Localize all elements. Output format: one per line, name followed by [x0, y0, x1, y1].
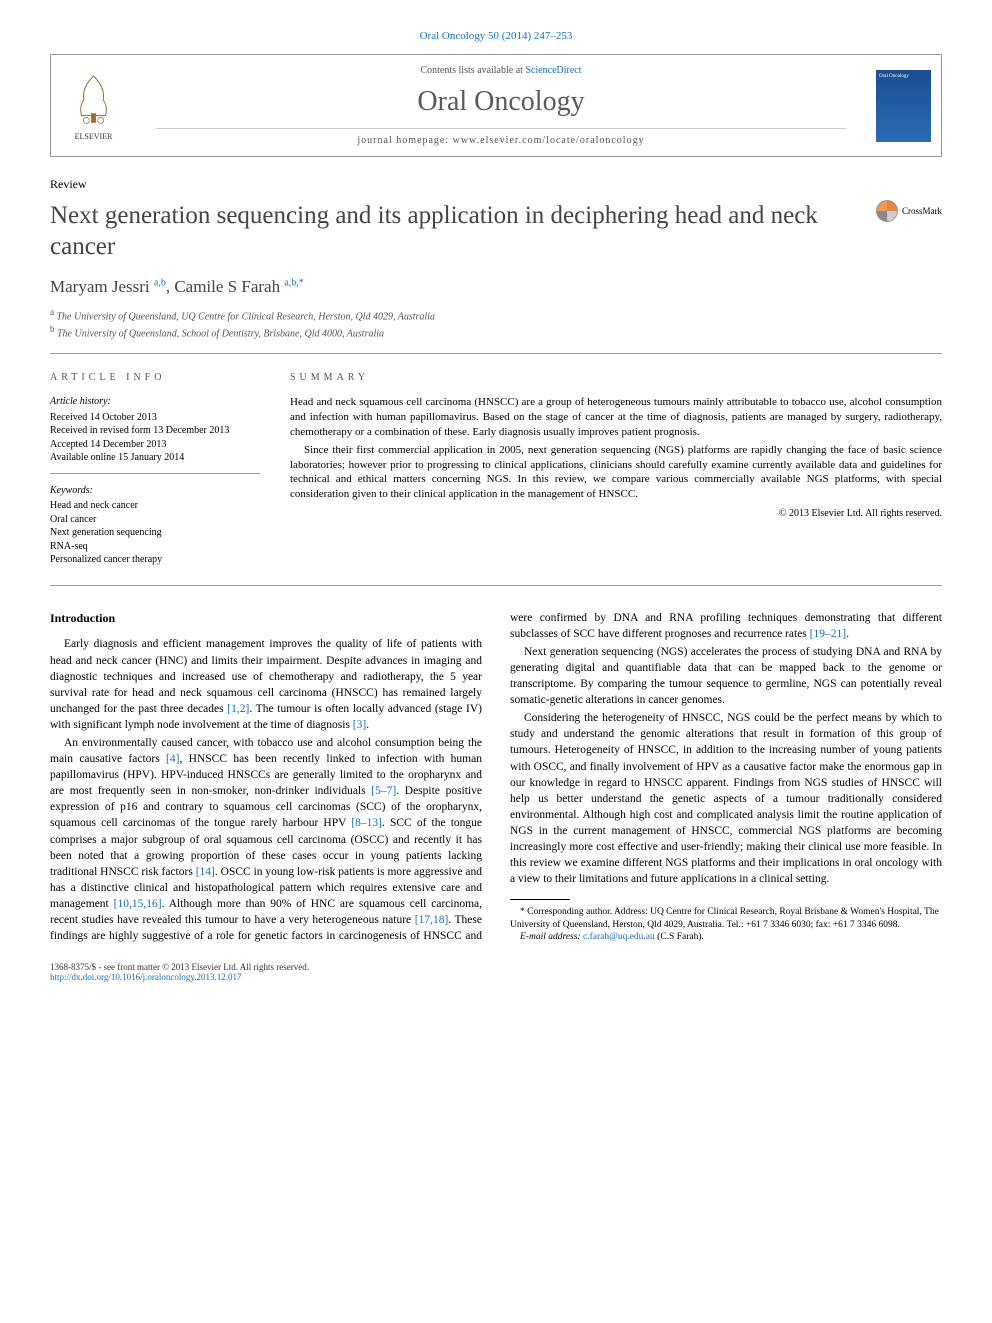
ref-10-15-16[interactable]: [10,15,16] [114, 898, 162, 910]
page-footer: 1368-8375/$ - see front matter © 2013 El… [50, 962, 942, 982]
email-line: E-mail address: c.farah@uq.edu.au (C.S F… [510, 931, 942, 943]
email-label: E-mail address: [520, 932, 583, 942]
journal-name: Oral Oncology [136, 86, 866, 118]
homepage-prefix: journal homepage: [357, 135, 452, 146]
article-info-heading: ARTICLE INFO [50, 372, 260, 383]
journal-citation: Oral Oncology 50 (2014) 247–253 [50, 30, 942, 42]
tree-icon [66, 70, 121, 130]
sciencedirect-link[interactable]: ScienceDirect [525, 65, 581, 76]
article-type: Review [50, 177, 942, 192]
contents-prefix: Contents lists available at [420, 65, 525, 76]
authors: Maryam Jessri a,b, Camile S Farah a,b,* [50, 277, 942, 297]
author-1: Maryam Jessri [50, 277, 150, 296]
contents-available: Contents lists available at ScienceDirec… [136, 65, 866, 76]
footnotes: * Corresponding author. Address: UQ Cent… [510, 906, 942, 943]
elsevier-logo: ELSEVIER [51, 55, 136, 156]
ref-14[interactable]: [14] [196, 866, 215, 878]
author-2-affil: a,b,* [284, 277, 303, 288]
history-accepted: Accepted 14 December 2013 [50, 438, 260, 452]
journal-header: ELSEVIER Contents lists available at Sci… [50, 54, 942, 157]
summary: SUMMARY Head and neck squamous cell carc… [290, 372, 942, 567]
introduction-heading: Introduction [50, 610, 482, 627]
crossmark-icon [876, 200, 898, 222]
history-received: Received 14 October 2013 [50, 411, 260, 425]
keyword-3: Next generation sequencing [50, 526, 260, 540]
author-1-affil: a,b [154, 277, 166, 288]
body-p4: Considering the heterogeneity of HNSCC, … [510, 710, 942, 887]
history-online: Available online 15 January 2014 [50, 451, 260, 465]
keywords-heading: Keywords: [50, 484, 260, 498]
affiliation-b: The University of Queensland, School of … [57, 328, 384, 339]
affiliations: a The University of Queensland, UQ Centr… [50, 307, 942, 355]
ref-4[interactable]: [4] [166, 753, 179, 765]
body-p1: Early diagnosis and efficient management… [50, 636, 482, 733]
summary-p1: Head and neck squamous cell carcinoma (H… [290, 395, 942, 440]
issn-line: 1368-8375/$ - see front matter © 2013 El… [50, 962, 309, 972]
ref-17-18[interactable]: [17,18] [415, 914, 449, 926]
corresponding-author: * Corresponding author. Address: UQ Cent… [510, 906, 942, 931]
ref-19-21[interactable]: [19–21] [810, 628, 846, 640]
ref-1-2[interactable]: [1,2] [227, 703, 249, 715]
ref-8-13[interactable]: [8–13] [351, 817, 382, 829]
email-link[interactable]: c.farah@uq.edu.au [583, 932, 655, 942]
article-info: ARTICLE INFO Article history: Received 1… [50, 372, 260, 567]
author-2: Camile S Farah [174, 277, 280, 296]
body-p3: Next generation sequencing (NGS) acceler… [510, 644, 942, 708]
crossmark-badge[interactable]: CrossMark [876, 200, 942, 222]
article-body: Introduction Early diagnosis and efficie… [50, 610, 942, 945]
affil-sup-b: b [50, 324, 55, 334]
affil-sup-a: a [50, 307, 54, 317]
email-suffix: (C.S Farah). [655, 932, 704, 942]
summary-p2: Since their first commercial application… [290, 443, 942, 502]
summary-copyright: © 2013 Elsevier Ltd. All rights reserved… [290, 508, 942, 519]
ref-5-7[interactable]: [5–7] [371, 785, 396, 797]
keyword-5: Personalized cancer therapy [50, 553, 260, 567]
history-revised: Received in revised form 13 December 201… [50, 424, 260, 438]
history-heading: Article history: [50, 395, 260, 409]
summary-heading: SUMMARY [290, 372, 942, 383]
keyword-1: Head and neck cancer [50, 499, 260, 513]
homepage-url[interactable]: www.elsevier.com/locate/oraloncology [453, 135, 645, 146]
crossmark-label: CrossMark [902, 206, 942, 216]
doi-link[interactable]: http://dx.doi.org/10.1016/j.oraloncology… [50, 972, 309, 982]
journal-cover [866, 55, 941, 156]
keyword-2: Oral cancer [50, 513, 260, 527]
keyword-4: RNA-seq [50, 540, 260, 554]
ref-3[interactable]: [3] [353, 719, 366, 731]
affiliation-a: The University of Queensland, UQ Centre … [57, 311, 436, 322]
article-title: Next generation sequencing and its appli… [50, 200, 866, 263]
footnote-separator [510, 899, 570, 900]
journal-homepage: journal homepage: www.elsevier.com/locat… [156, 128, 846, 146]
cover-thumbnail [876, 70, 931, 142]
publisher-name: ELSEVIER [75, 132, 113, 141]
